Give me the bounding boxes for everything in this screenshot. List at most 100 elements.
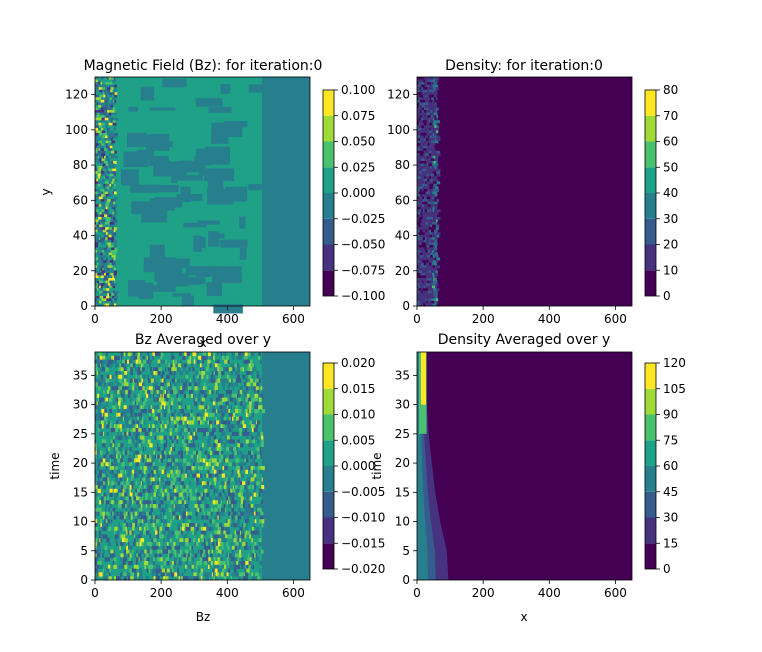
fluctuation-cell bbox=[180, 431, 183, 436]
fluctuation-cell bbox=[115, 424, 118, 429]
fluctuation-cell bbox=[176, 378, 180, 383]
fluctuation-cell bbox=[208, 378, 211, 383]
density-cell bbox=[433, 247, 438, 251]
density-cell bbox=[420, 158, 425, 162]
density-cell bbox=[433, 87, 435, 91]
fluctuation-cell bbox=[138, 515, 141, 520]
fluctuation-cell bbox=[172, 363, 176, 368]
fluctuation-cell bbox=[98, 371, 101, 376]
noise-cell bbox=[108, 211, 110, 215]
fluctuation-cell bbox=[102, 431, 105, 436]
fluctuation-cell bbox=[120, 454, 122, 459]
density-cell bbox=[418, 270, 423, 274]
fluctuation-cell bbox=[112, 405, 116, 410]
fluctuation-cell bbox=[161, 359, 164, 364]
fluctuation-cell bbox=[165, 359, 167, 364]
fluctuation-cell bbox=[222, 405, 226, 410]
fluctuation-cell bbox=[256, 431, 261, 436]
noise-cell bbox=[113, 239, 117, 243]
fluctuation-cell bbox=[140, 435, 142, 440]
fluctuation-cell bbox=[202, 435, 204, 440]
fluctuation-cell bbox=[238, 553, 242, 558]
fluctuation-cell bbox=[247, 545, 249, 550]
colorbar-tick-label: 75 bbox=[663, 433, 678, 447]
fluctuation-cell bbox=[155, 564, 159, 569]
density-cell bbox=[424, 298, 427, 302]
fluctuation-cell bbox=[115, 435, 119, 440]
density-cell bbox=[428, 138, 432, 142]
noise-cell bbox=[96, 188, 101, 192]
density-cell bbox=[417, 153, 420, 157]
noise-cell bbox=[104, 222, 109, 225]
fluctuation-cell bbox=[187, 500, 190, 505]
noise-cell bbox=[101, 132, 104, 136]
fluctuation-cell bbox=[117, 481, 121, 486]
fluctuation-cell bbox=[205, 545, 207, 550]
density-cell bbox=[424, 206, 427, 210]
fluctuation-cell bbox=[182, 420, 185, 425]
y-tick-label: 40 bbox=[73, 229, 88, 243]
fluctuation-cell bbox=[248, 409, 252, 414]
density-cell bbox=[428, 140, 431, 144]
noise-cell bbox=[101, 87, 106, 91]
fluctuation-cell bbox=[118, 435, 122, 440]
density-cell bbox=[431, 267, 435, 271]
fluctuation-cell bbox=[130, 412, 133, 417]
density-cell bbox=[432, 250, 435, 253]
fluctuation-cell bbox=[183, 458, 187, 463]
fluctuation-cell bbox=[128, 462, 133, 467]
fluctuation-cell bbox=[209, 424, 211, 429]
density-cell bbox=[421, 214, 423, 218]
density-cell bbox=[417, 298, 419, 302]
fluctuation-cell bbox=[185, 538, 188, 543]
colorbar-tick-label: 15 bbox=[663, 536, 678, 550]
fluctuation-cell bbox=[125, 526, 127, 531]
noise-cell bbox=[112, 153, 116, 157]
fluctuation-cell bbox=[248, 363, 252, 368]
fluctuation-cell bbox=[151, 545, 156, 550]
fluctuation-cell bbox=[109, 397, 113, 402]
fluctuation-cell bbox=[210, 572, 212, 577]
noise-cell bbox=[99, 211, 102, 215]
x-tick-label: 600 bbox=[282, 586, 305, 600]
fluctuation-cell bbox=[226, 530, 230, 535]
fluctuation-cell bbox=[186, 553, 188, 558]
fluctuation-cell bbox=[172, 504, 174, 509]
noise-cell bbox=[103, 255, 107, 259]
fluctuation-cell bbox=[187, 515, 189, 520]
y-axis-label: time bbox=[48, 452, 62, 479]
fluctuation-cell bbox=[130, 363, 132, 368]
density-cell bbox=[417, 214, 419, 218]
fluctuation-cell bbox=[106, 523, 109, 528]
noise-cell bbox=[101, 300, 103, 304]
density-cell bbox=[432, 224, 436, 228]
fluctuation-cell bbox=[171, 576, 173, 581]
fluctuation-cell bbox=[95, 454, 97, 459]
fluctuation-cell bbox=[226, 481, 230, 486]
fluctuation-cell bbox=[108, 507, 110, 512]
density-cell bbox=[431, 242, 434, 246]
density-cell bbox=[417, 87, 419, 91]
fluctuation-cell bbox=[200, 401, 204, 406]
fluctuation-cell bbox=[166, 374, 169, 379]
fluctuation-cell bbox=[120, 572, 123, 577]
density-cell bbox=[434, 84, 439, 88]
noise-cell bbox=[100, 82, 102, 86]
noise-cell bbox=[113, 244, 118, 248]
density-cell bbox=[418, 280, 423, 284]
noise-cell bbox=[111, 247, 115, 251]
fluctuation-cell bbox=[213, 359, 216, 364]
fluctuation-cell bbox=[253, 515, 256, 520]
noise-cell bbox=[108, 115, 112, 119]
fluctuation-cell bbox=[221, 371, 225, 376]
fluctuation-cell bbox=[205, 549, 208, 554]
fluctuation-cell bbox=[104, 515, 108, 520]
fluctuation-cell bbox=[229, 523, 231, 528]
density-cell bbox=[423, 222, 426, 225]
fluctuation-cell bbox=[119, 405, 121, 410]
noise-cell bbox=[106, 219, 111, 223]
fluctuation-cell bbox=[95, 534, 97, 539]
fluctuation-cell bbox=[197, 466, 201, 471]
fluctuation-cell bbox=[123, 576, 125, 581]
fluctuation-cell bbox=[111, 462, 114, 467]
